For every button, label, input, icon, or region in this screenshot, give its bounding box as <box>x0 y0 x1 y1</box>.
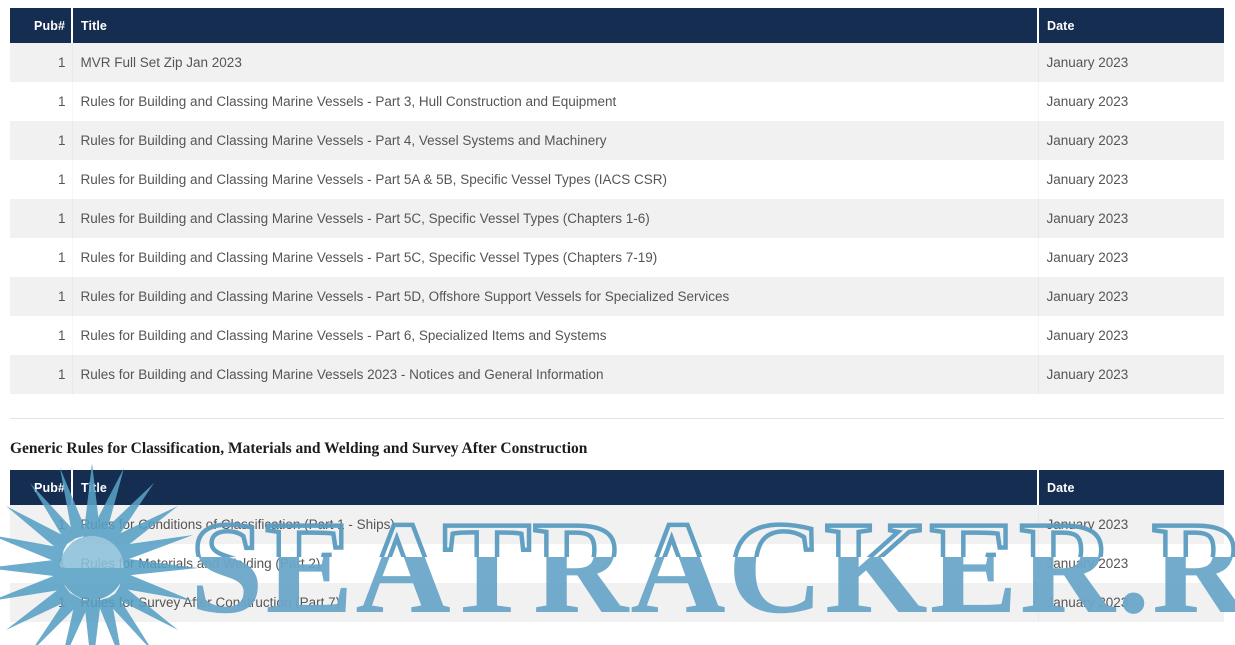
cell-date: January 2023 <box>1038 199 1224 238</box>
table-row[interactable]: 1 Rules for Building and Classing Marine … <box>10 160 1224 199</box>
table-header: Pub# Title Date <box>10 8 1224 43</box>
table-header: Pub# Title Date <box>10 470 1224 505</box>
cell-date: January 2023 <box>1038 43 1224 82</box>
cell-pub-number: 1 <box>10 43 72 82</box>
column-header-date[interactable]: Date <box>1038 470 1224 505</box>
column-header-pub[interactable]: Pub# <box>10 470 73 505</box>
column-header-pub[interactable]: Pub# <box>10 8 73 43</box>
header-row: Pub# Title Date <box>10 470 1224 505</box>
cell-title[interactable]: Rules for Building and Classing Marine V… <box>72 121 1038 160</box>
column-header-title[interactable]: Title <box>72 470 1039 505</box>
cell-pub-number: 1 <box>10 160 72 199</box>
cell-title[interactable]: Rules for Building and Classing Marine V… <box>72 199 1038 238</box>
cell-date: January 2023 <box>1038 544 1224 583</box>
cell-date: January 2023 <box>1038 277 1224 316</box>
section-divider <box>10 418 1224 419</box>
cell-pub-number: 1 <box>10 82 72 121</box>
cell-pub-number: 1 <box>10 199 72 238</box>
table-row[interactable]: 1 Rules for Building and Classing Marine … <box>10 199 1224 238</box>
cell-date: January 2023 <box>1038 238 1224 277</box>
cell-date: January 2023 <box>1038 355 1224 394</box>
cell-title[interactable]: Rules for Building and Classing Marine V… <box>72 82 1038 121</box>
table-row[interactable]: 1 Rules for Building and Classing Marine … <box>10 355 1224 394</box>
table-row[interactable]: 1 Rules for Survey After Construction (Pa… <box>10 583 1224 622</box>
cell-date: January 2023 <box>1038 82 1224 121</box>
column-header-title[interactable]: Title <box>72 8 1039 43</box>
cell-date: January 2023 <box>1038 316 1224 355</box>
cell-date: January 2023 <box>1038 505 1224 544</box>
cell-pub-number: 1 <box>10 355 72 394</box>
cell-title[interactable]: Rules for Building and Classing Marine V… <box>72 277 1038 316</box>
table-row[interactable]: 1 MVR Full Set Zip Jan 2023 January 2023 <box>10 43 1224 82</box>
marine-vessel-rules-table: Pub# Title Date 1 MVR Full Set Zip Jan 20… <box>10 8 1224 394</box>
cell-title[interactable]: MVR Full Set Zip Jan 2023 <box>72 43 1038 82</box>
cell-title[interactable]: Rules for Building and Classing Marine V… <box>72 160 1038 199</box>
cell-pub-number: 1 <box>10 583 72 622</box>
cell-pub-number: 1 <box>10 316 72 355</box>
cell-title[interactable]: Rules for Conditions of Classification (… <box>72 505 1038 544</box>
generic-rules-table: Pub# Title Date 1 Rules for Conditions of… <box>10 470 1224 622</box>
table-row[interactable]: 1 Rules for Building and Classing Marine … <box>10 82 1224 121</box>
table-body: 1 MVR Full Set Zip Jan 2023 January 2023 1 R… <box>10 43 1224 394</box>
table-row[interactable]: 1 Rules for Materials and Welding (Part 2… <box>10 544 1224 583</box>
cell-date: January 2023 <box>1038 160 1224 199</box>
table-row[interactable]: 1 Rules for Building and Classing Marine … <box>10 121 1224 160</box>
cell-title[interactable]: Rules for Building and Classing Marine V… <box>72 316 1038 355</box>
cell-title[interactable]: Rules for Materials and Welding (Part 2) <box>72 544 1038 583</box>
cell-title[interactable]: Rules for Building and Classing Marine V… <box>72 355 1038 394</box>
table-row[interactable]: 1 Rules for Building and Classing Marine … <box>10 316 1224 355</box>
cell-title[interactable]: Rules for Building and Classing Marine V… <box>72 238 1038 277</box>
table-row[interactable]: 1 Rules for Building and Classing Marine … <box>10 277 1224 316</box>
column-header-date[interactable]: Date <box>1038 8 1224 43</box>
cell-pub-number: 1 <box>10 238 72 277</box>
cell-pub-number: 1 <box>10 505 72 544</box>
cell-title[interactable]: Rules for Survey After Construction (Par… <box>72 583 1038 622</box>
cell-date: January 2023 <box>1038 583 1224 622</box>
cell-date: January 2023 <box>1038 121 1224 160</box>
table-row[interactable]: 1 Rules for Building and Classing Marine … <box>10 238 1224 277</box>
table-row[interactable]: 1 Rules for Conditions of Classification … <box>10 505 1224 544</box>
cell-pub-number: 1 <box>10 544 72 583</box>
cell-pub-number: 1 <box>10 121 72 160</box>
table-body: 1 Rules for Conditions of Classification … <box>10 505 1224 622</box>
cell-pub-number: 1 <box>10 277 72 316</box>
section-heading-generic-rules: Generic Rules for Classification, Materi… <box>10 440 588 457</box>
header-row: Pub# Title Date <box>10 8 1224 43</box>
